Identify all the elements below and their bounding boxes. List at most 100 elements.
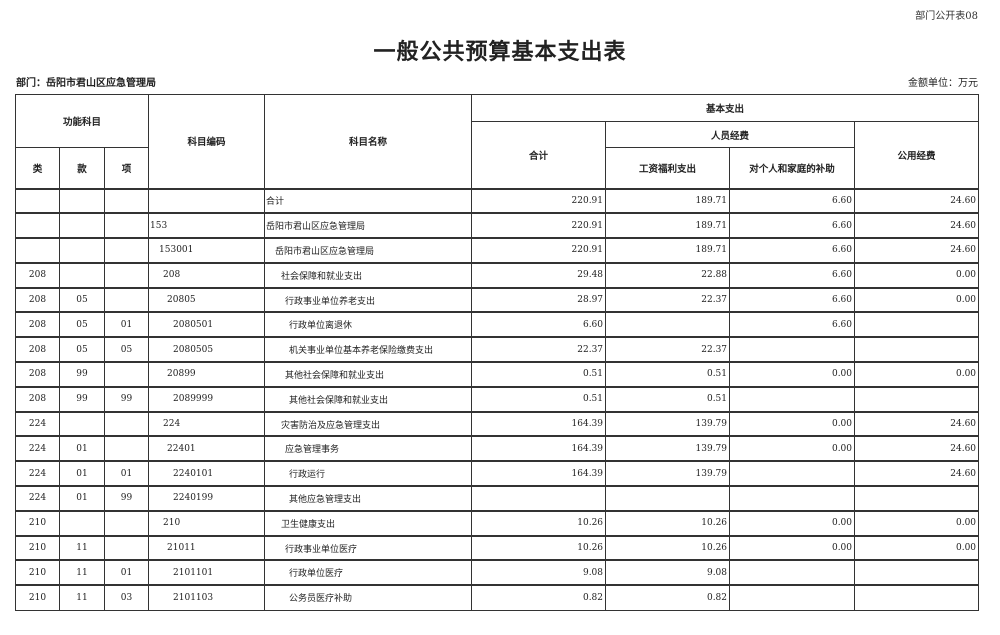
cell-total: 220.91	[471, 212, 607, 239]
cell-subject-code: 2080501	[148, 311, 266, 338]
cell-salary-welfare: 9.08	[605, 559, 731, 586]
cell-lei: 208	[15, 261, 60, 289]
table-row: 224 01 01 2240101 行政运行 164.39 139.79 24.60	[15, 460, 980, 487]
cell-salary-welfare: 139.79	[605, 435, 731, 462]
cell-kuan: 05	[59, 286, 105, 313]
cell-subject-code: 2240101	[148, 460, 266, 487]
header-xiang: 项	[103, 147, 150, 189]
cell-salary-welfare: 139.79	[605, 460, 731, 487]
table-row: 210 210 卫生健康支出 10.26 10.26 0.00 0.00	[15, 509, 980, 537]
cell-subject-code: 153	[148, 212, 266, 239]
cell-xiang	[103, 286, 150, 313]
table-row: 153001 岳阳市君山区应急管理局 220.91 189.71 6.60 24.60	[15, 237, 980, 264]
cell-subject-name: 其他应急管理支出	[264, 485, 473, 512]
cell-total: 9.08	[471, 559, 607, 586]
cell-subject-name: 行政单位医疗	[264, 559, 473, 586]
cell-xiang	[103, 212, 150, 239]
cell-xiang: 05	[103, 336, 150, 363]
cell-public-expense	[854, 336, 980, 363]
cell-xiang: 01	[103, 311, 150, 338]
cell-kuan	[59, 261, 105, 289]
cell-subject-name: 卫生健康支出	[264, 509, 473, 537]
cell-kuan: 99	[59, 385, 105, 413]
cell-subject-name: 公务员医疗补助	[264, 584, 473, 611]
cell-subsidy-individuals: 0.00	[729, 410, 856, 437]
unit-label: 金额单位：万元	[908, 78, 978, 89]
cell-subsidy-individuals	[729, 385, 856, 413]
cell-public-expense: 0.00	[854, 361, 980, 388]
cell-lei: 208	[15, 361, 60, 388]
cell-kuan: 05	[59, 336, 105, 363]
cell-xiang: 03	[103, 584, 150, 611]
cell-total: 220.91	[471, 237, 607, 264]
cell-subsidy-individuals: 6.60	[729, 212, 856, 239]
cell-kuan	[59, 212, 105, 239]
header-public-expense: 公用经费	[854, 121, 980, 189]
table-row: 224 224 灾害防治及应急管理支出 164.39 139.79 0.00 24.60	[15, 410, 980, 437]
header-subject-code: 科目编码	[148, 94, 266, 189]
cell-total: 0.51	[471, 361, 607, 388]
cell-kuan: 99	[59, 361, 105, 388]
cell-public-expense: 0.00	[854, 261, 980, 289]
cell-kuan: 01	[59, 460, 105, 487]
cell-subsidy-individuals: 6.60	[729, 187, 856, 214]
cell-public-expense: 24.60	[854, 435, 980, 462]
cell-subject-name: 岳阳市君山区应急管理局	[264, 237, 473, 264]
cell-subject-code: 21011	[148, 534, 266, 561]
cell-subsidy-individuals: 6.60	[729, 237, 856, 264]
cell-salary-welfare: 189.71	[605, 212, 731, 239]
cell-xiang	[103, 509, 150, 537]
cell-subject-code: 2080505	[148, 336, 266, 363]
cell-subject-name: 行政单位离退休	[264, 311, 473, 338]
cell-xiang	[103, 410, 150, 437]
cell-subject-name: 社会保障和就业支出	[264, 261, 473, 289]
cell-subsidy-individuals: 6.60	[729, 311, 856, 338]
header-personnel: 人员经费	[605, 121, 856, 148]
cell-subject-code: 22401	[148, 435, 266, 462]
table-row: 208 208 社会保障和就业支出 29.48 22.88 6.60 0.00	[15, 261, 980, 289]
table-row: 208 99 99 2089999 其他社会保障和就业支出 0.51 0.51	[15, 385, 980, 413]
table-row: 208 05 05 2080505 机关事业单位基本养老保险缴费支出 22.37 22.37	[15, 336, 980, 363]
cell-lei: 224	[15, 435, 60, 462]
cell-subject-code	[148, 187, 266, 214]
cell-subject-code: 208	[148, 261, 266, 289]
cell-total: 0.82	[471, 584, 607, 611]
form-number: 部门公开表08	[915, 11, 978, 22]
cell-lei: 224	[15, 485, 60, 512]
cell-subject-name: 应急管理事务	[264, 435, 473, 462]
cell-subject-name: 机关事业单位基本养老保险缴费支出	[264, 336, 473, 363]
header-total: 合计	[471, 121, 607, 189]
cell-subject-code: 224	[148, 410, 266, 437]
cell-kuan: 11	[59, 534, 105, 561]
cell-subsidy-individuals	[729, 460, 856, 487]
cell-lei	[15, 237, 60, 264]
cell-kuan: 01	[59, 485, 105, 512]
cell-salary-welfare: 22.37	[605, 336, 731, 363]
cell-public-expense	[854, 485, 980, 512]
header-salary-welfare: 工资福利支出	[605, 147, 731, 189]
cell-salary-welfare: 189.71	[605, 187, 731, 214]
cell-kuan: 11	[59, 559, 105, 586]
cell-public-expense	[854, 584, 980, 611]
cell-public-expense: 24.60	[854, 410, 980, 437]
cell-total: 0.51	[471, 385, 607, 413]
cell-lei: 210	[15, 534, 60, 561]
cell-kuan	[59, 187, 105, 214]
cell-salary-welfare: 189.71	[605, 237, 731, 264]
cell-subject-code: 20899	[148, 361, 266, 388]
cell-kuan: 01	[59, 435, 105, 462]
cell-subsidy-individuals: 0.00	[729, 534, 856, 561]
cell-lei: 208	[15, 286, 60, 313]
cell-salary-welfare: 22.88	[605, 261, 731, 289]
cell-xiang	[103, 534, 150, 561]
cell-total: 6.60	[471, 311, 607, 338]
cell-subject-name: 其他社会保障和就业支出	[264, 361, 473, 388]
cell-xiang: 99	[103, 385, 150, 413]
cell-xiang	[103, 261, 150, 289]
cell-subsidy-individuals	[729, 584, 856, 611]
cell-kuan	[59, 410, 105, 437]
cell-kuan	[59, 237, 105, 264]
header-basic-expenditure: 基本支出	[471, 94, 980, 122]
cell-public-expense: 0.00	[854, 286, 980, 313]
cell-subsidy-individuals	[729, 336, 856, 363]
